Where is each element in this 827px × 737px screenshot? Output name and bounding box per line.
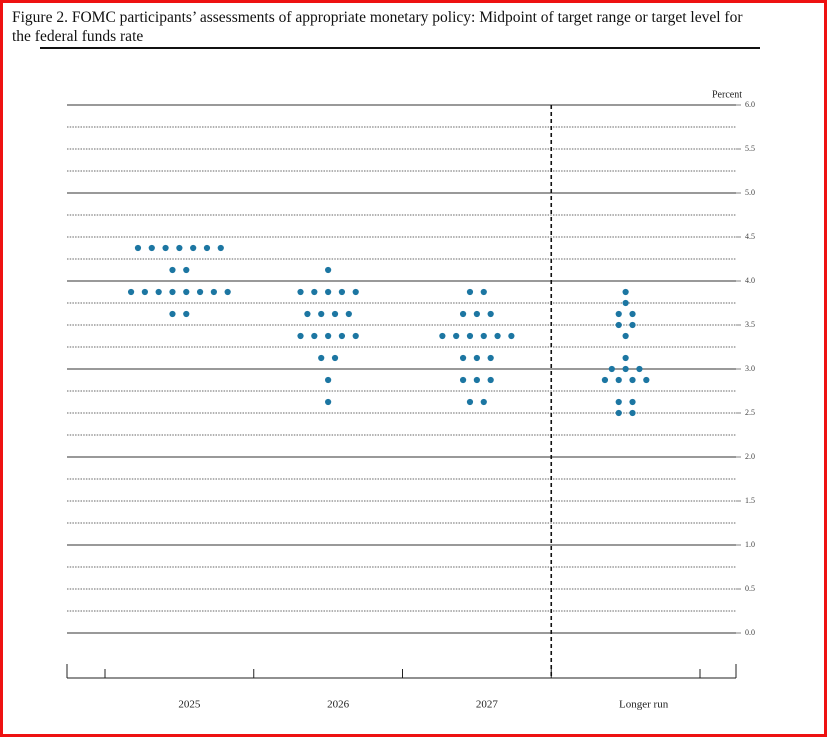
dot	[453, 332, 460, 340]
dot	[345, 310, 352, 318]
dot	[297, 332, 304, 340]
y-tick-label: 3.5	[745, 320, 755, 329]
dot	[473, 310, 480, 318]
dot	[331, 310, 339, 318]
dot	[183, 288, 190, 296]
dot	[176, 244, 183, 252]
dot	[480, 332, 487, 340]
dot	[622, 365, 629, 373]
dot	[325, 398, 332, 406]
x-tick-label: 2027	[476, 699, 499, 711]
dot	[169, 266, 176, 274]
dot	[203, 244, 211, 252]
dot	[622, 354, 629, 362]
dot	[629, 398, 636, 406]
y-axis-label: Percent	[712, 89, 742, 100]
dot	[338, 332, 346, 340]
y-tick-label: 5.5	[745, 144, 755, 153]
dot	[325, 332, 332, 340]
dot	[190, 244, 197, 252]
dot	[487, 376, 494, 384]
dot	[643, 376, 650, 384]
dot	[466, 288, 474, 296]
dot	[622, 288, 629, 296]
dot	[608, 365, 615, 373]
dot	[127, 288, 135, 296]
dot	[325, 288, 332, 296]
y-tick-label: 2.0	[745, 452, 755, 461]
y-tick-label: 0.5	[745, 584, 755, 593]
dot	[636, 365, 643, 373]
x-tick-label: 2025	[178, 699, 201, 711]
dot	[338, 288, 346, 296]
dot	[459, 310, 467, 318]
dot	[134, 244, 142, 252]
x-tick-label: Longer run	[619, 699, 669, 711]
dot	[480, 398, 487, 406]
dot	[352, 288, 359, 296]
dot	[325, 376, 332, 384]
y-tick-label: 1.0	[745, 540, 755, 549]
dot	[466, 398, 474, 406]
dot	[466, 332, 474, 340]
dot	[439, 332, 446, 340]
dot	[601, 376, 609, 384]
dot	[459, 376, 467, 384]
dot	[325, 266, 332, 274]
y-tick-label: 5.0	[745, 188, 755, 197]
y-tick-label: 0.0	[745, 628, 755, 637]
y-tick-label: 4.5	[745, 232, 755, 241]
dot	[629, 310, 636, 318]
dot	[487, 310, 494, 318]
dot	[352, 332, 359, 340]
dot	[480, 288, 487, 296]
dot	[318, 310, 325, 318]
dot	[494, 332, 501, 340]
dot	[615, 310, 622, 318]
dot	[311, 288, 318, 296]
dot	[331, 354, 339, 362]
title-rule	[40, 47, 760, 49]
dot	[459, 354, 467, 362]
dot	[615, 398, 622, 406]
dot	[304, 310, 311, 318]
dot	[141, 288, 148, 296]
dot	[318, 354, 325, 362]
dot	[217, 244, 224, 252]
dot	[629, 321, 636, 329]
dot	[155, 288, 162, 296]
dot	[622, 299, 629, 307]
dot	[629, 409, 636, 417]
dot	[629, 376, 636, 384]
dot	[148, 244, 155, 252]
dot	[224, 288, 231, 296]
dot	[487, 354, 494, 362]
x-tick-label: 2026	[327, 699, 350, 711]
dot	[508, 332, 515, 340]
dot	[615, 376, 622, 384]
dot	[162, 244, 169, 252]
y-tick-label: 2.5	[745, 408, 755, 417]
dot	[196, 288, 204, 296]
dot	[615, 321, 622, 329]
y-tick-label: 3.0	[745, 364, 755, 373]
y-tick-label: 6.0	[745, 100, 755, 109]
y-tick-label: 4.0	[745, 276, 755, 285]
dot	[615, 409, 622, 417]
dot	[169, 310, 176, 318]
dot	[183, 266, 190, 274]
dot	[311, 332, 318, 340]
dot	[622, 332, 629, 340]
dot	[297, 288, 304, 296]
dot	[169, 288, 176, 296]
dot	[473, 376, 480, 384]
dot	[183, 310, 190, 318]
figure-title: Figure 2. FOMC participants’ assessments…	[12, 9, 743, 45]
dot	[473, 354, 480, 362]
y-tick-label: 1.5	[745, 496, 755, 505]
dot	[210, 288, 217, 296]
